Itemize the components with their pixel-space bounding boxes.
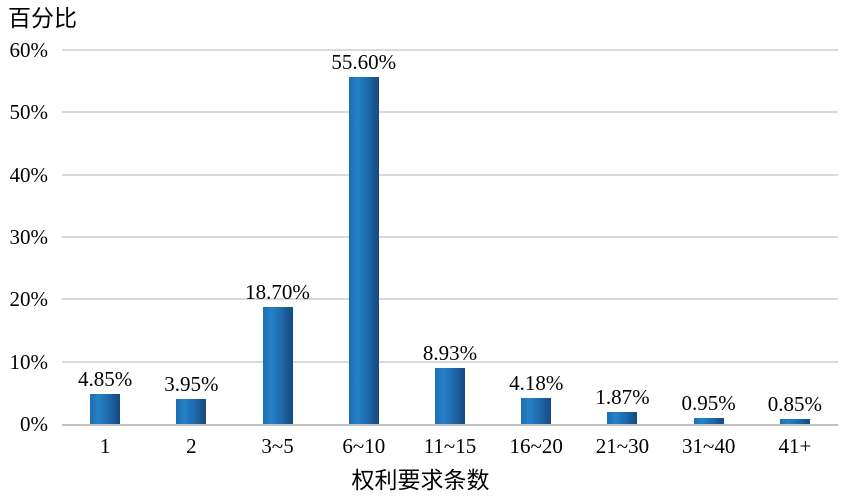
gridline bbox=[62, 298, 838, 301]
bar bbox=[607, 412, 638, 424]
gridline bbox=[62, 111, 838, 114]
y-tick-label: 30% bbox=[9, 225, 49, 249]
x-tick-label: 1 bbox=[99, 434, 111, 458]
bar-value-label: 1.87% bbox=[595, 385, 650, 410]
bar-value-label: 0.85% bbox=[767, 391, 822, 416]
bar bbox=[90, 393, 121, 424]
x-axis-title: 权利要求条数 bbox=[351, 468, 490, 493]
bar bbox=[521, 397, 552, 424]
gridline bbox=[62, 173, 838, 176]
gridline bbox=[62, 49, 838, 51]
bar bbox=[262, 307, 293, 424]
bar-value-label: 4.85% bbox=[78, 366, 133, 391]
bar-value-label: 18.70% bbox=[245, 280, 310, 305]
bar bbox=[435, 368, 465, 424]
x-tick-label: 6~10 bbox=[342, 434, 386, 458]
y-tick-label: 50% bbox=[9, 100, 49, 125]
y-axis-title: 百分比 bbox=[8, 6, 77, 31]
x-tick-label: 21~30 bbox=[595, 434, 650, 458]
y-tick-label: 40% bbox=[9, 162, 49, 187]
y-tick-label: 0% bbox=[20, 412, 48, 436]
y-tick-label: 60% bbox=[9, 38, 49, 62]
bar-value-label: 0.95% bbox=[681, 391, 736, 416]
bar-value-label: 8.93% bbox=[422, 341, 478, 366]
bar bbox=[176, 399, 207, 424]
bar-value-label: 55.60% bbox=[331, 50, 397, 75]
y-tick-label: 10% bbox=[9, 349, 49, 374]
x-tick-label: 16~20 bbox=[509, 434, 563, 458]
gridline bbox=[62, 236, 838, 238]
x-tick-label: 2 bbox=[186, 434, 197, 458]
y-tick-label: 20% bbox=[9, 287, 49, 312]
bar bbox=[779, 418, 810, 424]
bar bbox=[348, 77, 379, 424]
x-tick-label: 11~15 bbox=[423, 434, 477, 458]
x-tick-label: 41+ bbox=[778, 434, 812, 458]
plot-area: 4.85% 3.95% 18.70% 55.60% 8.93% 4.18% 1.87% 0.9… bbox=[62, 49, 838, 426]
bar bbox=[693, 418, 724, 424]
bar-value-label: 3.95% bbox=[164, 372, 219, 397]
gridline bbox=[62, 360, 838, 363]
x-tick-label: 3~5 bbox=[261, 434, 294, 458]
bar-value-label: 4.18% bbox=[509, 370, 564, 395]
x-tick-label: 31~40 bbox=[681, 434, 736, 458]
